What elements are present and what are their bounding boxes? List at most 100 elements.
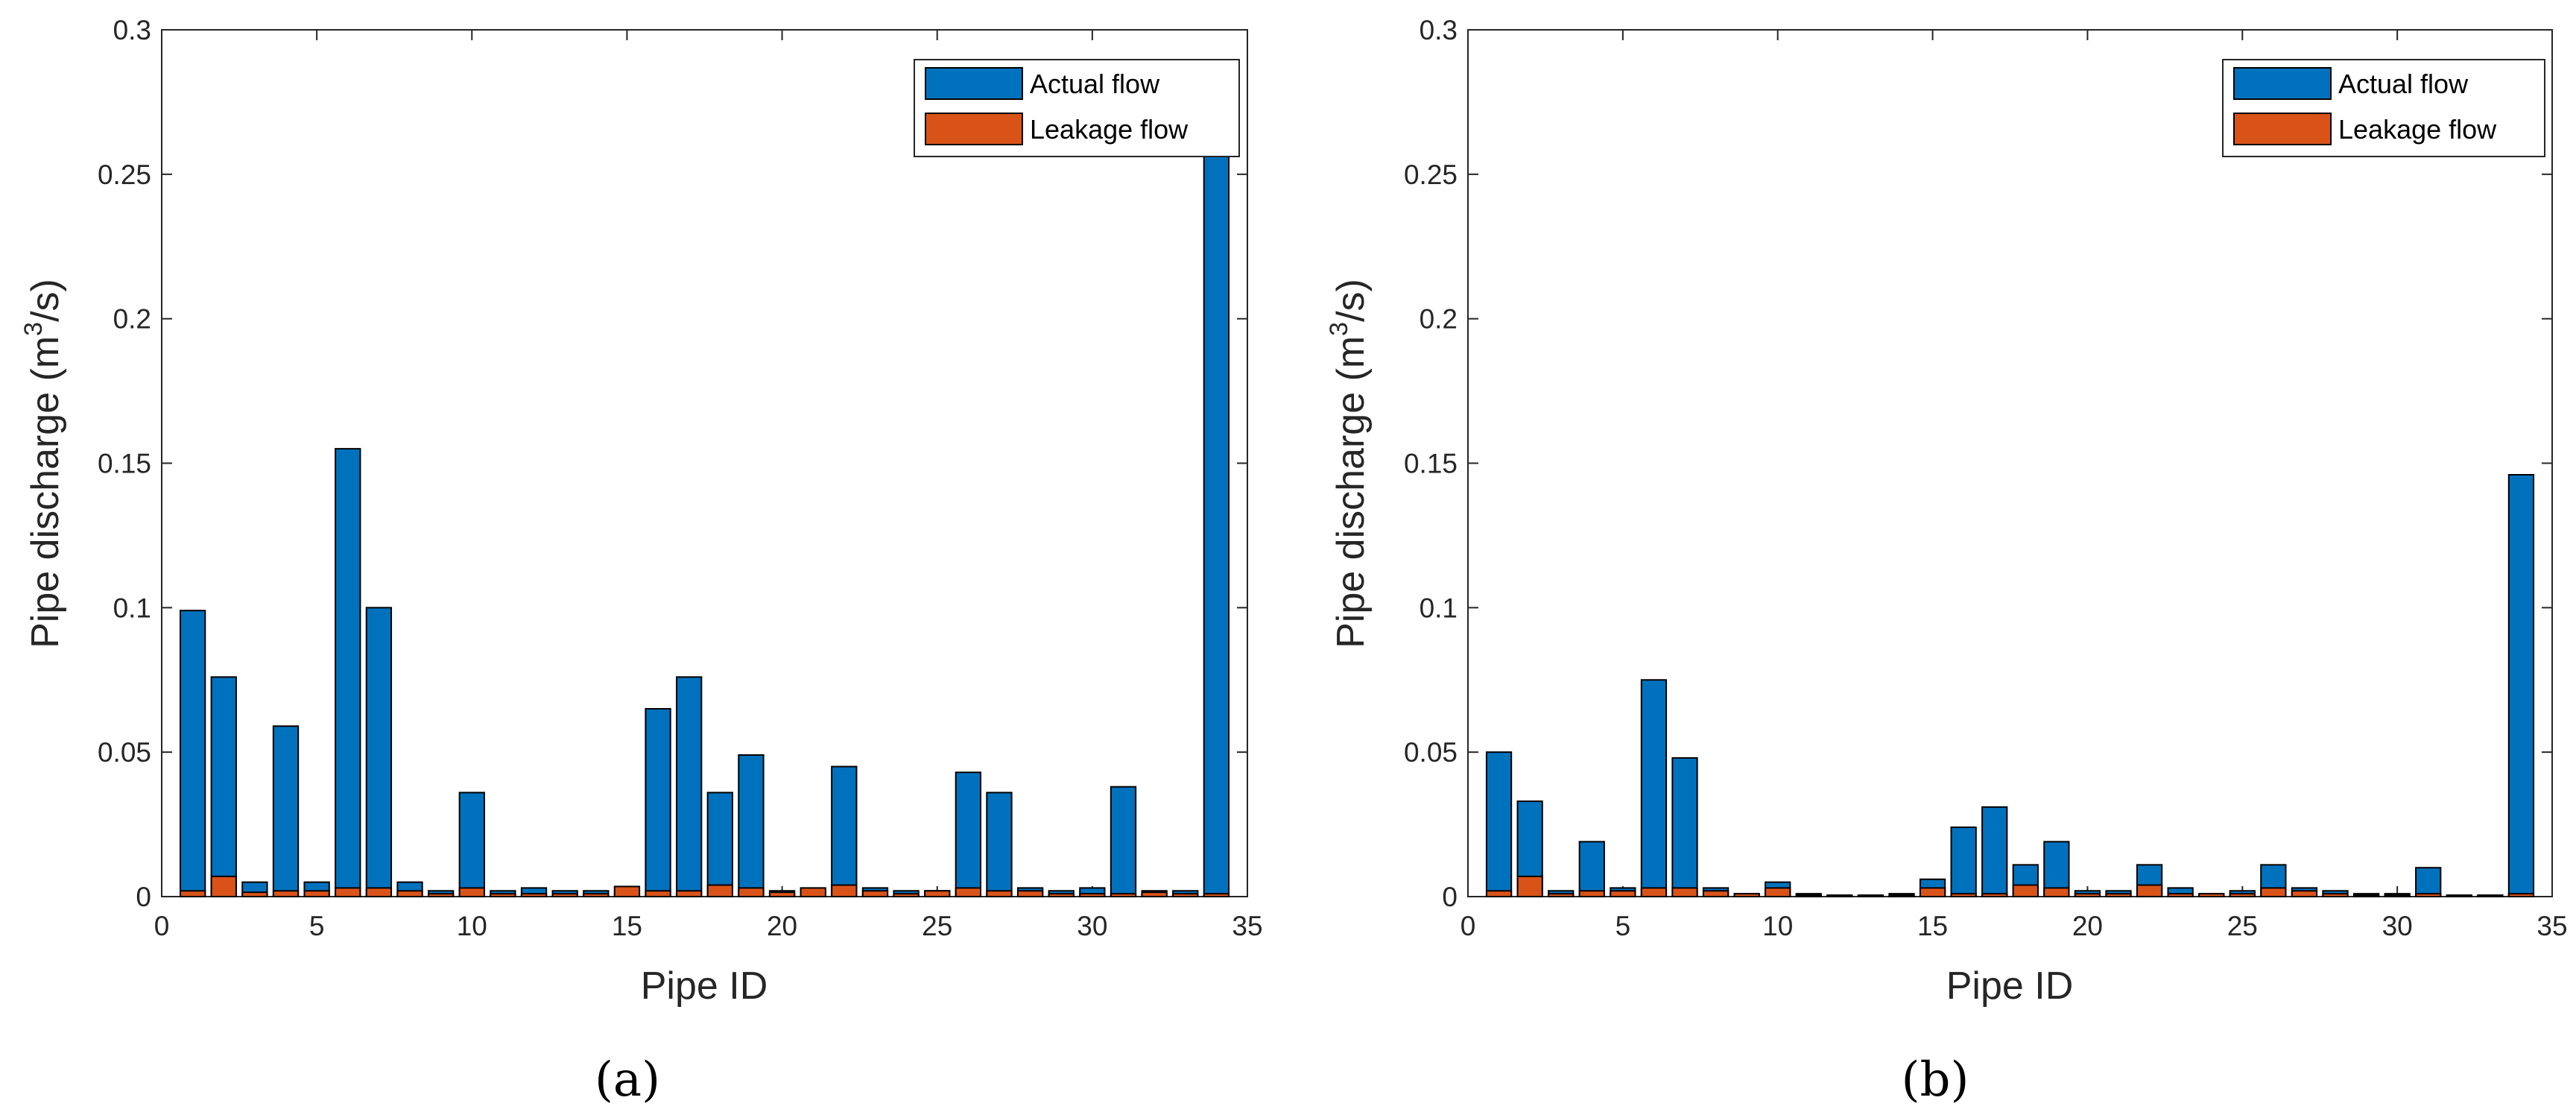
bar-leakage-flow (924, 890, 951, 898)
legend-swatch-leakage (2233, 113, 2332, 145)
panel-caption: (b) (1902, 1052, 1969, 1108)
legend: Actual flow Leakage flow (2222, 59, 2545, 157)
bar-actual-flow (1950, 826, 1977, 897)
bar-leakage-flow (551, 893, 578, 897)
bar-leakage-flow (303, 890, 330, 898)
bar-leakage-flow (1141, 891, 1168, 898)
bar-leakage-flow (2507, 893, 2535, 897)
y-tick-label: 0.05 (98, 737, 151, 768)
bar-actual-flow (1110, 786, 1137, 897)
bar-leakage-flow (1671, 887, 1698, 897)
plot-area (1467, 29, 2553, 897)
y-tick-label: 0.25 (98, 159, 151, 190)
x-tick-label: 15 (1917, 911, 1948, 941)
y-axis-label: Pipe discharge (m3/s) (1325, 279, 1373, 648)
bar-actual-flow (645, 708, 671, 897)
bar-leakage-flow (458, 887, 485, 897)
legend: Actual flow Leakage flow (914, 59, 1240, 157)
y-tick-label: 0.1 (113, 593, 151, 623)
bar-leakage-flow (272, 890, 300, 898)
y-axis-label-sup: 3 (1325, 322, 1353, 336)
bar-leakage-flow (1888, 894, 1915, 897)
bar-leakage-flow (2291, 890, 2318, 898)
bar-leakage-flow (738, 887, 765, 897)
bar-leakage-flow (1610, 890, 1636, 898)
bar-series (1485, 474, 2535, 898)
bar-leakage-flow (2260, 887, 2287, 897)
bar-leakage-flow (2352, 894, 2380, 897)
bar-leakage-flow (893, 893, 920, 897)
bar-leakage-flow (1016, 890, 1044, 898)
bar-actual-flow (272, 725, 300, 897)
bar-actual-flow (179, 610, 206, 898)
bar-leakage-flow (1826, 894, 1853, 898)
y-tick-label: 0.15 (98, 449, 151, 479)
y-axis-label-prefix: Pipe discharge (m (1329, 336, 1373, 648)
bar-actual-flow (1981, 806, 2008, 898)
bar-leakage-flow (210, 875, 237, 897)
bar-leakage-flow (2229, 893, 2256, 897)
x-tick-label: 20 (767, 911, 797, 941)
y-axis-label-prefix: Pipe discharge (m (24, 336, 67, 648)
panel-caption: (a) (595, 1052, 660, 1108)
y-tick-label: 0.25 (1404, 159, 1458, 190)
bar-leakage-flow (986, 890, 1013, 898)
bar-leakage-flow (2105, 893, 2132, 897)
bar-leakage-flow (1702, 890, 1730, 898)
y-tick-labels: 0 0.05 0.1 0.15 0.2 0.25 0.3 (1404, 15, 1458, 912)
bar-leakage-flow (583, 893, 610, 897)
x-tick-label: 20 (2072, 911, 2103, 941)
x-tick-label: 10 (1762, 911, 1793, 941)
bar-actual-flow (365, 607, 393, 897)
bar-leakage-flow (1203, 893, 1230, 897)
bar-leakage-flow (955, 887, 981, 897)
y-axis-label-suffix: /s) (24, 279, 67, 322)
bar-leakage-flow (490, 893, 516, 897)
bar-leakage-flow (2167, 893, 2194, 897)
bar-leakage-flow (2012, 884, 2039, 897)
legend-swatch-leakage (925, 113, 1023, 145)
bar-leakage-flow (2415, 893, 2442, 897)
x-tick-label: 0 (154, 911, 170, 941)
bar-actual-flow (831, 765, 858, 898)
bar-leakage-flow (1578, 890, 1605, 898)
y-axis-label: Pipe discharge (m3/s) (19, 279, 67, 648)
bar-actual-flow (1640, 679, 1668, 897)
bar-leakage-flow (1981, 893, 2008, 897)
bar-leakage-flow (1516, 875, 1543, 897)
bar-leakage-flow (1919, 887, 1946, 897)
bar-leakage-flow (241, 891, 268, 898)
bar-leakage-flow (1110, 893, 1137, 897)
bar-leakage-flow (2477, 894, 2504, 898)
x-tick-labels: 0 5 10 15 20 25 30 35 (154, 911, 1263, 941)
x-tick-label: 35 (2537, 911, 2567, 941)
x-axis-label: Pipe ID (641, 964, 768, 1008)
y-tick-label: 0.3 (1420, 15, 1458, 45)
bar-actual-flow (1485, 751, 1513, 898)
bar-leakage-flow (335, 887, 361, 897)
x-tick-label: 10 (457, 911, 487, 941)
x-tick-label: 35 (1232, 911, 1262, 941)
bar-leakage-flow (520, 893, 548, 897)
bar-actual-flow (2507, 474, 2535, 897)
x-tick-label: 25 (2227, 911, 2258, 941)
bar-series (179, 150, 1230, 898)
bar-actual-flow (955, 771, 981, 898)
bar-leakage-flow (1485, 890, 1513, 898)
y-axis-label-suffix: /s) (1329, 279, 1373, 322)
y-tick-label: 0.3 (113, 15, 151, 45)
bar-leakage-flow (1795, 894, 1822, 897)
x-tick-label: 30 (1077, 911, 1107, 941)
bar-actual-flow (210, 676, 237, 898)
bar-leakage-flow (831, 884, 858, 897)
bar-leakage-flow (1640, 887, 1668, 897)
x-tick-label: 25 (922, 911, 952, 941)
bar-actual-flow (1578, 841, 1605, 898)
bar-leakage-flow (1172, 893, 1199, 897)
bar-leakage-flow (2074, 893, 2101, 897)
bar-leakage-flow (2322, 893, 2349, 897)
x-tick-label: 5 (1615, 911, 1631, 941)
bar-leakage-flow (2043, 887, 2070, 897)
plot-area (161, 29, 1248, 897)
